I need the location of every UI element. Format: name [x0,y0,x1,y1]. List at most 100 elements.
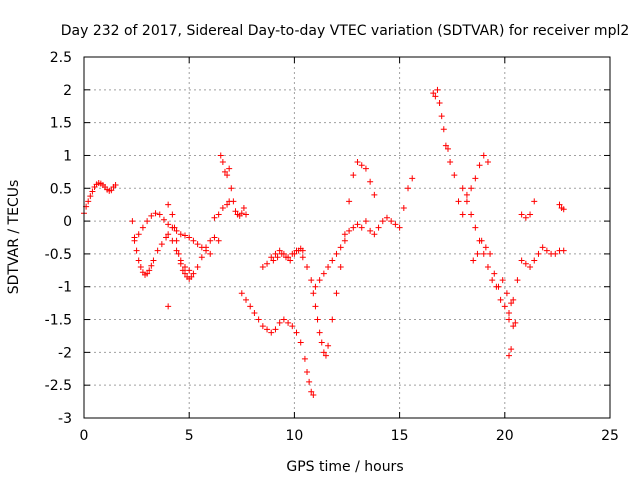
data-point [217,152,224,159]
data-point [238,210,245,217]
data-point [522,260,529,267]
data-point [165,303,172,310]
data-point [278,250,285,257]
data-point [268,254,275,261]
data-point [287,257,294,264]
data-point [264,260,271,267]
data-point [129,218,136,225]
data-point [148,212,155,219]
data-point [270,257,277,264]
data-point [215,237,222,244]
data-point [478,237,485,244]
data-point [299,254,306,261]
data-point [190,270,197,277]
data-point [282,254,289,261]
data-point [194,241,201,248]
data-point [375,224,382,231]
data-point [310,290,317,297]
data-point [556,201,563,208]
y-tick-label: -2 [58,345,72,361]
data-point [272,250,279,257]
data-point [333,290,340,297]
chart-title: Day 232 of 2017, Sidereal Day-to-day VTE… [61,23,630,39]
data-point [539,244,546,251]
data-point [173,247,180,254]
data-point [89,188,96,195]
data-point [215,211,222,218]
data-point [325,342,332,349]
data-point [388,218,395,225]
data-point [312,303,319,310]
data-point [87,193,94,200]
data-point [442,142,449,149]
data-point [512,319,519,326]
data-point [362,218,369,225]
data-point [181,232,188,239]
data-point [139,224,146,231]
data-point [333,250,340,257]
data-point [243,211,250,218]
data-point [501,303,508,310]
data-point [251,309,258,316]
data-point [444,145,451,152]
data-point [173,227,180,234]
data-point [318,339,325,346]
y-tick-label: 1 [63,148,72,164]
y-tick-label: 0 [63,214,72,230]
y-tick-label: -2.5 [45,378,72,394]
data-point [221,168,228,175]
data-point [430,90,437,97]
data-point [131,237,138,244]
data-point [434,86,441,93]
data-point [238,290,245,297]
data-point [186,234,193,241]
data-point [148,262,155,269]
data-point [341,237,348,244]
data-point [272,326,279,333]
data-point [259,323,266,330]
data-point [177,231,184,238]
data-point [137,264,144,271]
data-point [85,198,92,205]
x-tick-label: 20 [496,428,514,444]
data-point [226,165,233,172]
x-tick-label: 15 [391,428,409,444]
data-point [240,204,247,211]
data-point [358,224,365,231]
data-point [264,326,271,333]
data-point [474,250,481,257]
data-point [179,267,186,274]
data-point [484,264,491,271]
data-point [436,99,443,106]
data-point [177,260,184,267]
y-tick-label: -1 [58,280,72,296]
data-point [535,250,542,257]
data-point [480,250,487,257]
data-point [165,231,172,238]
data-point [291,250,298,257]
data-point [350,224,357,231]
data-point [396,224,403,231]
data-point [480,152,487,159]
data-point [476,162,483,169]
data-point [508,346,515,353]
data-point [358,162,365,169]
data-point [293,329,300,336]
data-point [146,267,153,274]
data-point [255,316,262,323]
data-point [224,201,231,208]
data-point [198,244,205,251]
data-point [371,191,378,198]
data-point [308,388,315,395]
data-point [158,241,165,248]
data-point [232,208,239,215]
x-tick-label: 5 [185,428,194,444]
y-axis-label: SDTVAR / TECUs [6,180,22,295]
data-point [329,316,336,323]
data-point [316,329,323,336]
data-point [295,247,302,254]
data-point [367,178,374,185]
data-point [383,214,390,221]
data-point [310,392,317,399]
